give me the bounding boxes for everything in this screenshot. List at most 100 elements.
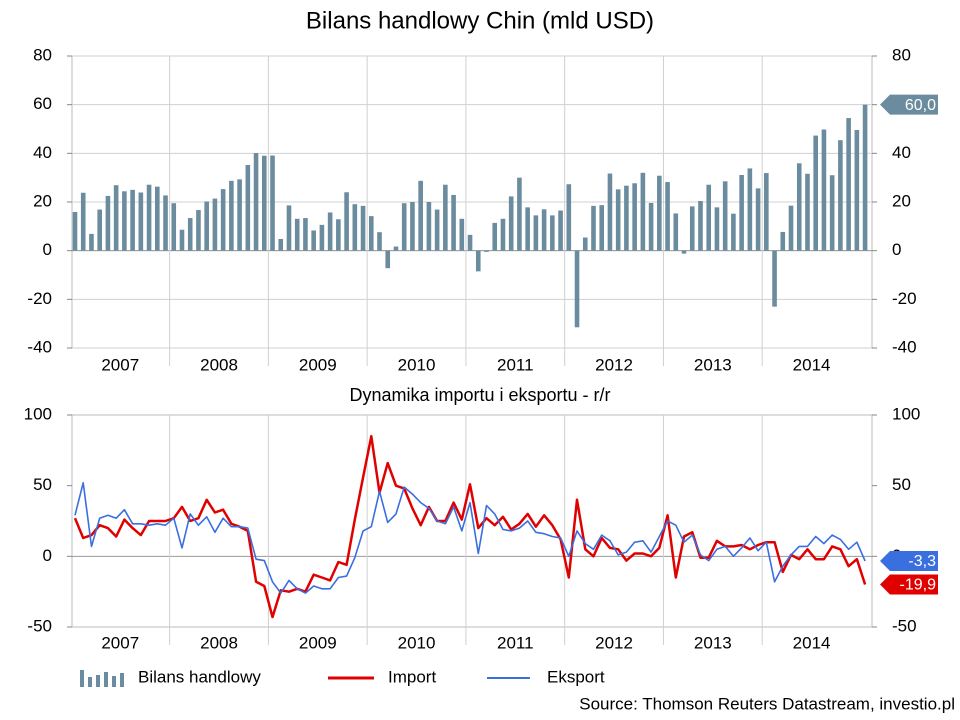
y-tick-label: 20 xyxy=(33,191,52,210)
bar xyxy=(739,174,744,251)
bar xyxy=(632,183,637,251)
bar xyxy=(862,104,868,251)
bar xyxy=(138,192,144,251)
x-tick-label: 2009 xyxy=(299,633,337,652)
x-tick-label: 2012 xyxy=(595,633,633,652)
chart-subtitle: Dynamika importu i eksportu - r/r xyxy=(349,385,610,405)
bar xyxy=(796,163,802,251)
bar xyxy=(393,246,399,251)
bar xyxy=(212,198,218,251)
bar xyxy=(673,213,679,251)
bar xyxy=(163,195,168,251)
bar xyxy=(344,192,349,251)
plot-area xyxy=(71,414,873,628)
bar xyxy=(846,118,851,251)
bar xyxy=(657,175,662,251)
bar xyxy=(558,210,563,251)
bar xyxy=(607,173,613,251)
bar xyxy=(130,189,135,251)
source: Source: Thomson Reuters Datastream, inve… xyxy=(579,694,955,713)
bar xyxy=(854,129,860,251)
y-tick-label: 40 xyxy=(33,143,52,162)
bar xyxy=(171,203,177,251)
bar xyxy=(113,185,119,251)
value-label: -19,9 xyxy=(900,577,937,594)
bar xyxy=(105,195,111,251)
bar xyxy=(747,168,753,251)
bar xyxy=(722,181,728,251)
bar xyxy=(286,205,292,251)
bar xyxy=(327,212,333,251)
bar xyxy=(80,192,86,251)
bar xyxy=(443,184,448,251)
bar xyxy=(788,205,794,251)
bar xyxy=(525,207,530,251)
bar xyxy=(451,194,456,251)
bar xyxy=(220,189,226,251)
x-tick-label: 2007 xyxy=(101,633,139,652)
legend: Bilans handlowy Import Eksport xyxy=(80,667,605,687)
value-flag xyxy=(880,550,938,571)
y2-tick-label: 100 xyxy=(892,404,920,423)
y-tick-label: -40 xyxy=(27,337,52,356)
x-tick-label: 2013 xyxy=(694,633,732,652)
bar xyxy=(517,177,522,251)
bar xyxy=(377,232,382,251)
bar xyxy=(434,209,440,251)
x-tick-label: 2011 xyxy=(497,355,534,374)
y2-tick-label: -40 xyxy=(892,337,917,356)
bar xyxy=(492,222,498,251)
bar xyxy=(237,179,242,251)
y2-tick-label: -50 xyxy=(892,616,917,635)
y-tick-label: 50 xyxy=(33,475,52,494)
bar xyxy=(591,205,596,251)
x-tick-label: 2012 xyxy=(595,355,633,374)
bar xyxy=(780,231,786,251)
bar xyxy=(640,172,646,251)
value-label: 60,0 xyxy=(905,97,936,114)
value-flag xyxy=(880,94,938,115)
bar xyxy=(550,215,555,251)
bar xyxy=(706,184,712,251)
legend-label: Bilans handlowy xyxy=(138,667,261,686)
bar xyxy=(187,218,193,251)
legend-bar-icon xyxy=(80,670,124,687)
bar xyxy=(278,238,284,251)
y2-tick-label: 20 xyxy=(892,191,911,210)
bar xyxy=(336,219,341,251)
bar xyxy=(368,216,374,251)
bar xyxy=(352,204,358,251)
bar xyxy=(467,234,473,251)
x-tick-label: 2014 xyxy=(793,355,831,374)
bar xyxy=(229,180,234,251)
bar xyxy=(97,209,102,251)
bar xyxy=(459,218,465,251)
bar xyxy=(714,207,720,251)
y2-tick-label: 50 xyxy=(892,475,911,494)
y2-tick-label: 40 xyxy=(892,143,911,162)
value-flag xyxy=(880,574,938,595)
bar xyxy=(72,211,78,251)
line xyxy=(73,434,867,619)
bar xyxy=(772,250,777,307)
bar xyxy=(418,180,423,251)
bar xyxy=(475,250,481,272)
bar xyxy=(146,184,152,251)
bar xyxy=(764,173,769,251)
bar xyxy=(89,233,94,251)
x-tick-label: 2014 xyxy=(793,633,831,652)
bar xyxy=(426,202,432,251)
bar xyxy=(805,173,810,251)
bar xyxy=(689,206,695,251)
bar xyxy=(755,188,761,251)
bar xyxy=(838,140,843,251)
x-tick-label: 2009 xyxy=(299,355,337,374)
bar xyxy=(253,153,259,251)
bar xyxy=(731,213,736,251)
y-tick-label: 80 xyxy=(33,45,52,64)
legend-label: Eksport xyxy=(547,667,605,686)
y-tick-label: -50 xyxy=(27,616,52,635)
bar xyxy=(829,175,835,251)
bar xyxy=(599,205,605,251)
